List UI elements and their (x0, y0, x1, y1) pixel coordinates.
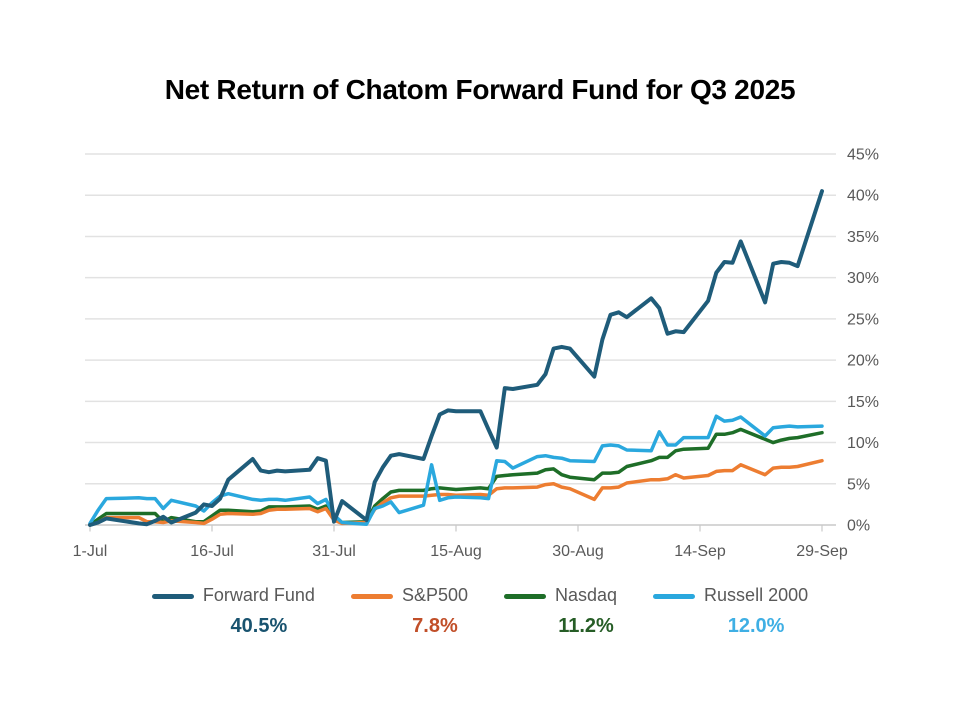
series-line-s-p500 (88, 458, 824, 527)
y-axis-tick-label: 15% (847, 394, 879, 411)
legend-swatch-nasdaq (504, 593, 546, 599)
y-axis-tick-label: 35% (847, 229, 879, 246)
y-axis-tick-label: 45% (847, 147, 879, 164)
legend-label-s-p500: S&P500 (401, 585, 468, 605)
legend-item-russell-2000: Russell 2000 12.0% (653, 583, 808, 638)
legend-item-forward-fund: Forward Fund 40.5% (151, 583, 315, 638)
legend-label-nasdaq: Nasdaq (555, 585, 618, 605)
legend-swatch-russell-2000 (653, 593, 696, 599)
legend-value-nasdaq: 11.2% (558, 615, 614, 637)
x-axis-tick-label: 31-Jul (312, 543, 356, 560)
x-axis-tick-label: 15-Aug (430, 543, 482, 560)
y-axis-tick-label: 5% (847, 476, 870, 493)
x-axis-tick-label: 16-Jul (190, 543, 234, 560)
x-axis-tick-label: 14-Sep (674, 543, 726, 560)
series-line-nasdaq (88, 427, 824, 527)
chart-title: Net Return of Chatom Forward Fund for Q3… (164, 74, 796, 105)
y-axis-tick-label: 20% (847, 353, 879, 370)
legend-value-s-p500: 7.8% (412, 615, 458, 637)
x-axis-tick-label: 29-Sep (796, 543, 848, 560)
legend-item-nasdaq: Nasdaq 11.2% (504, 583, 617, 638)
series-line-russell-2000 (88, 414, 824, 526)
x-axis-tick-label: 30-Aug (552, 543, 604, 560)
legend-swatch-forward-fund (151, 593, 194, 599)
y-axis-tick-label: 30% (847, 270, 879, 287)
series-line-forward-fund (88, 189, 824, 527)
line-chart-canvas: 0% 5% 10% 15% 20% 25% 30% 35% 40% 45% 1-Jul 16-Jul 3… (73, 147, 879, 561)
x-axis-tick-label: 1-Jul (73, 543, 108, 560)
legend-label-forward-fund: Forward Fund (202, 585, 315, 605)
y-axis-tick-label: 40% (847, 188, 879, 205)
chart-legend: Forward Fund 40.5% S&P500 7.8% Nasdaq 11.2% Ru… (0, 583, 960, 638)
legend-item-s-p500: S&P500 7.8% (350, 583, 468, 638)
legend-value-forward-fund: 40.5% (230, 615, 288, 637)
y-axis-tick-label: 0% (847, 518, 870, 535)
legend-value-russell-2000: 12.0% (727, 615, 785, 637)
legend-swatch-s-p500 (350, 593, 393, 599)
y-axis-tick-label: 25% (847, 311, 879, 328)
legend-label-russell-2000: Russell 2000 (704, 585, 809, 605)
y-axis-tick-label: 10% (847, 435, 879, 452)
